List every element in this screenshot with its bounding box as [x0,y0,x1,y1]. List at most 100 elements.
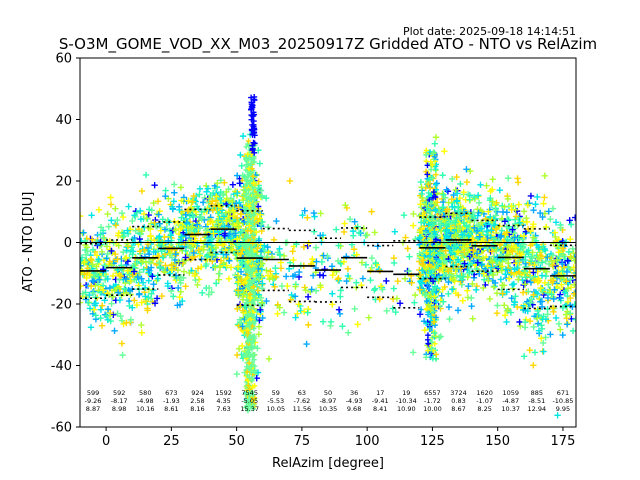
scatter-point [424,171,431,178]
scatter-point [354,223,361,230]
scatter-point [427,149,433,155]
scatter-point [346,275,353,282]
scatter-layer [80,93,576,419]
scatter-point [439,190,446,197]
scatter-point [95,206,103,213]
scatter-point [156,233,163,240]
scatter-point [225,275,233,282]
scatter-point [103,312,110,319]
scatter-point [145,294,152,301]
scatter-point [167,287,175,295]
scatter-point [194,281,201,289]
scatter-point [496,261,504,269]
scatter-point [444,235,452,242]
scatter-point [505,275,513,282]
scatter-point [492,225,500,233]
scatter-point [309,255,316,263]
scatter-point [540,243,547,250]
scatter-point [552,314,560,322]
scatter-point [454,307,462,314]
scatter-point [431,221,437,228]
scatter-point [244,178,250,185]
scatter-point [423,354,429,361]
bin-stat-label: 50 [324,389,332,397]
scatter-point [182,283,189,290]
scatter-point [542,334,549,341]
scatter-point [556,252,563,260]
scatter-point [317,282,324,289]
scatter-point [278,282,286,290]
scatter-point [545,208,552,215]
scatter-point [272,264,279,272]
scatter-point [426,286,433,292]
scatter-point [98,322,106,329]
scatter-point [355,229,363,236]
x-tick-label: 75 [294,434,311,449]
scatter-point [126,278,133,286]
scatter-point [424,305,430,312]
scatter-point [251,357,257,363]
scatter-point [465,283,472,290]
scatter-point [427,253,433,260]
scatter-point [531,261,538,269]
scatter-point [88,236,96,243]
scatter-point [229,181,237,188]
scatter-point [150,248,157,256]
scatter-point [101,297,108,304]
scatter-point [473,250,481,257]
scatter-point [112,205,119,212]
scatter-point [508,269,515,276]
scatter-point [250,392,256,398]
scatter-point [196,252,204,259]
scatter-point [559,238,566,245]
scatter-point [265,249,272,256]
scatter-point [135,291,143,298]
scatter-point [243,235,250,241]
scatter-point [350,246,358,253]
scatter-point [515,258,522,265]
scatter-point [238,162,245,169]
scatter-point [453,173,460,181]
scatter-point [421,327,429,334]
scatter-point [247,335,253,341]
scatter-point [432,284,438,291]
scatter-point [262,194,270,202]
scatter-point [538,259,546,266]
scatter-point [515,268,523,275]
scatter-point [248,116,255,123]
scatter-point [227,234,235,242]
scatter-point [448,286,456,293]
scatter-point [245,162,251,168]
bin-stat-label: 1592 [215,389,232,397]
bin-stat-label: -5.53 [267,397,284,405]
scatter-point [406,253,413,260]
scatter-point [402,234,409,241]
scatter-point [504,243,511,251]
scatter-point [194,230,202,237]
scatter-point [430,287,436,294]
scatter-point [185,197,192,204]
scatter-point [440,252,447,259]
scatter-point [447,224,455,232]
scatter-point [468,294,475,302]
scatter-point [172,264,179,271]
scatter-point [243,287,249,294]
scatter-point [245,330,251,336]
scatter-point [516,259,523,266]
bin-stat-label: 8.67 [451,405,465,413]
scatter-point [362,261,370,269]
scatter-point [256,160,264,167]
scatter-point [521,281,529,288]
scatter-point [96,276,103,283]
scatter-point [99,227,107,234]
scatter-point [432,134,440,141]
scatter-point [104,250,111,258]
scatter-point [549,252,557,259]
scatter-point [249,363,255,369]
scatter-point [254,345,261,352]
scatter-point [477,181,484,189]
scatter-point [267,268,274,275]
scatter-point [445,199,452,206]
scatter-point [234,263,242,270]
scatter-point [436,209,443,216]
